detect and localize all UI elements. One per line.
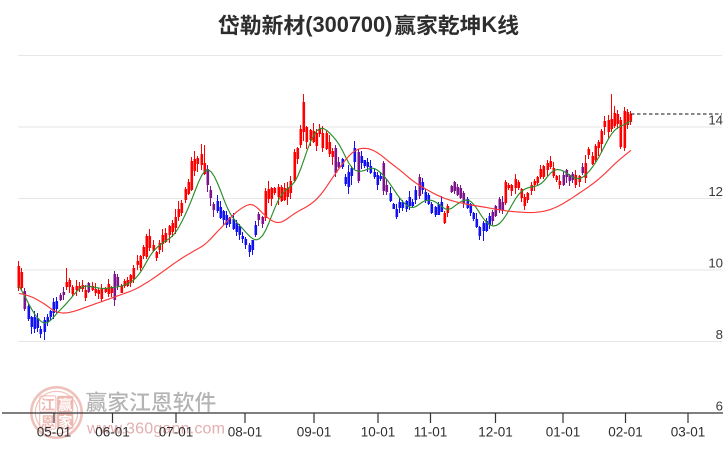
svg-text:06-01: 06-01 (95, 425, 130, 440)
svg-text:11-01: 11-01 (414, 425, 448, 440)
svg-text:www.360gann.com: www.360gann.com (86, 421, 225, 438)
svg-text:12-01: 12-01 (478, 425, 513, 440)
svg-text:10-01: 10-01 (361, 425, 396, 440)
svg-text:05-01: 05-01 (37, 425, 72, 440)
svg-text:(300700): (300700) (305, 12, 392, 37)
svg-text:01-01: 01-01 (546, 425, 581, 440)
svg-text:8: 8 (716, 327, 723, 342)
svg-text:10: 10 (708, 256, 723, 271)
svg-text:03-01: 03-01 (671, 425, 706, 440)
svg-text:07-01: 07-01 (159, 425, 194, 440)
svg-text:K: K (481, 12, 497, 37)
svg-text:09-01: 09-01 (297, 425, 332, 440)
svg-text:14: 14 (708, 113, 723, 128)
svg-text:12: 12 (708, 184, 723, 199)
svg-text:6: 6 (716, 399, 723, 414)
svg-text:02-01: 02-01 (608, 425, 643, 440)
svg-text:08-01: 08-01 (228, 425, 263, 440)
